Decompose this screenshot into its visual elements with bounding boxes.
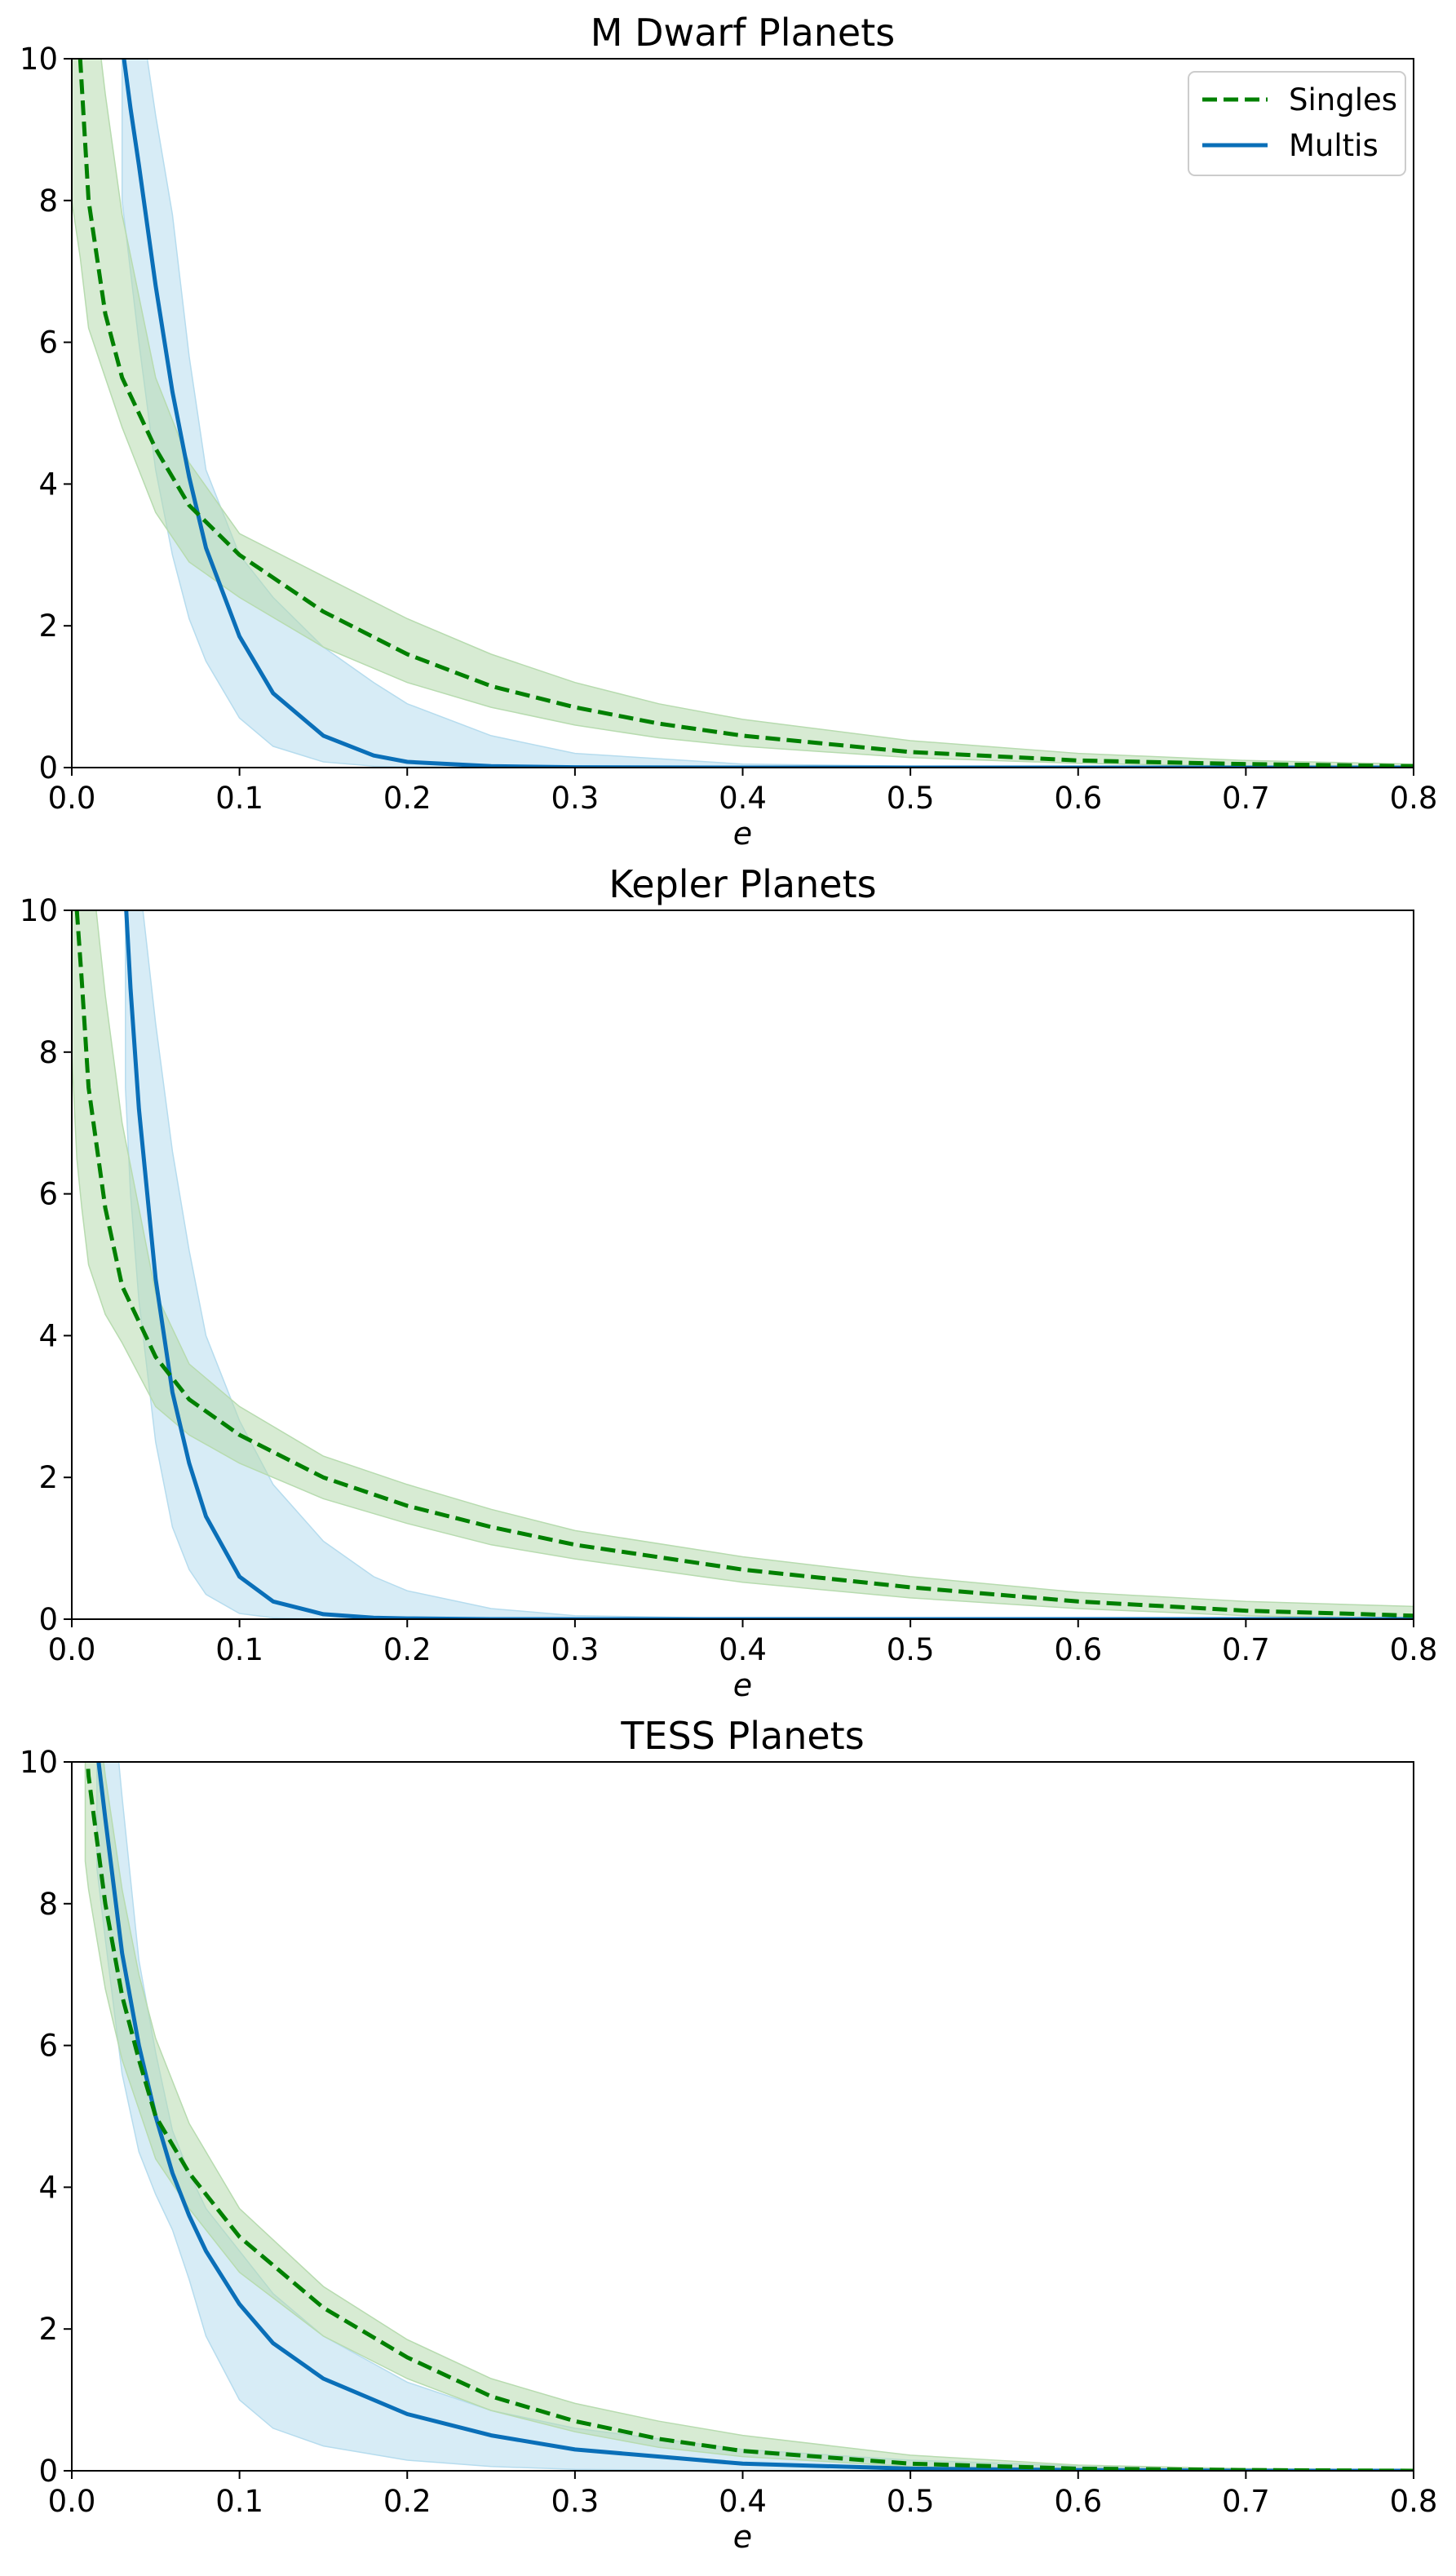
plot-area [72,910,1414,1619]
y-tick-label: 10 [20,1745,58,1780]
legend: Singles Multis [1188,71,1406,176]
y-tick-label: 10 [20,893,58,928]
x-tick-label: 0.5 [887,2484,935,2519]
x-tick-label: 0.3 [551,1632,599,1667]
multis-confidence-band [96,1762,1414,2471]
y-tick-label: 0 [38,1602,58,1637]
x-tick-label: 0.8 [1390,2484,1438,2519]
x-tick-label: 0.6 [1054,781,1102,816]
x-tick-label: 0.8 [1390,1632,1438,1667]
chart-panel-3: 0.0 0.1 0.2 0.3 0.4 0.5 0.6 0.7 0.8 0 2 4 6 8 10 TESS P… [20,1714,1438,2555]
singles-line [85,1762,1414,2471]
y-tick-label: 2 [38,2312,58,2347]
multis-line [122,59,1414,768]
x-tick-label: 0.2 [383,1632,431,1667]
singles-confidence-band [72,59,1414,768]
singles-confidence-band [72,910,1414,1619]
y-tick-label: 8 [38,1035,58,1070]
singles-confidence-band [84,1762,1414,2471]
y-tick-label: 6 [38,1177,58,1212]
x-tick-label: 0.5 [887,781,935,816]
y-tick-label: 8 [38,184,58,219]
x-tick-label: 0.3 [551,781,599,816]
plot-area [84,1762,1414,2471]
y-tick-label: 0 [38,2454,58,2489]
x-tick-label: 0.2 [383,2484,431,2519]
x-tick-label: 0.4 [719,1632,767,1667]
x-tick-label: 0.7 [1222,2484,1270,2519]
x-tick-label: 0.7 [1222,781,1270,816]
y-tick-label: 6 [38,325,58,361]
x-tick-label: 0.0 [48,1632,96,1667]
x-tick-label: 0.6 [1054,2484,1102,2519]
legend-singles-label: Singles [1289,82,1397,117]
x-axis-label: e [733,1667,752,1703]
x-tick-label: 0.1 [215,781,263,816]
y-tick-label: 2 [38,1460,58,1495]
chart-panel-2: 0.0 0.1 0.2 0.3 0.4 0.5 0.6 0.7 0.8 0 2 4 6 8 10 Kepler… [20,862,1438,1703]
y-tick-label: 4 [38,467,58,502]
x-tick-label: 0.6 [1054,1632,1102,1667]
y-tick-label: 0 [38,750,58,786]
y-tick-label: 4 [38,2170,58,2205]
chart-title: Kepler Planets [609,862,876,906]
singles-line [74,910,1414,1618]
chart-panel-1: 0.0 0.1 0.2 0.3 0.4 0.5 0.6 0.7 0.8 0 2 4 6 8 10 M Dwar… [20,11,1438,852]
multis-confidence-band [121,59,1414,768]
singles-line [77,59,1414,768]
x-tick-label: 0.1 [215,2484,263,2519]
y-tick-label: 4 [38,1318,58,1353]
legend-multis-label: Multis [1289,128,1379,163]
multis-line [96,1762,1414,2471]
x-tick-label: 0.5 [887,1632,935,1667]
x-axis-label: e [733,816,752,852]
chart-title: M Dwarf Planets [591,11,895,55]
x-tick-label: 0.0 [48,781,96,816]
x-tick-label: 0.4 [719,2484,767,2519]
y-tick-label: 6 [38,2029,58,2064]
y-tick-label: 8 [38,1887,58,1922]
y-tick-label: 10 [20,42,58,77]
legend-box [1188,71,1406,176]
multis-confidence-band [125,910,1414,1619]
plot-area [72,59,1414,768]
chart-title: TESS Planets [620,1714,864,1758]
x-tick-label: 0.7 [1222,1632,1270,1667]
x-tick-label: 0.1 [215,1632,263,1667]
x-tick-label: 0.4 [719,781,767,816]
x-tick-label: 0.8 [1390,781,1438,816]
x-axis-label: e [733,2519,752,2555]
x-tick-label: 0.0 [48,2484,96,2519]
multis-line [124,910,1414,1619]
x-tick-label: 0.2 [383,781,431,816]
x-tick-label: 0.3 [551,2484,599,2519]
y-tick-label: 2 [38,609,58,644]
